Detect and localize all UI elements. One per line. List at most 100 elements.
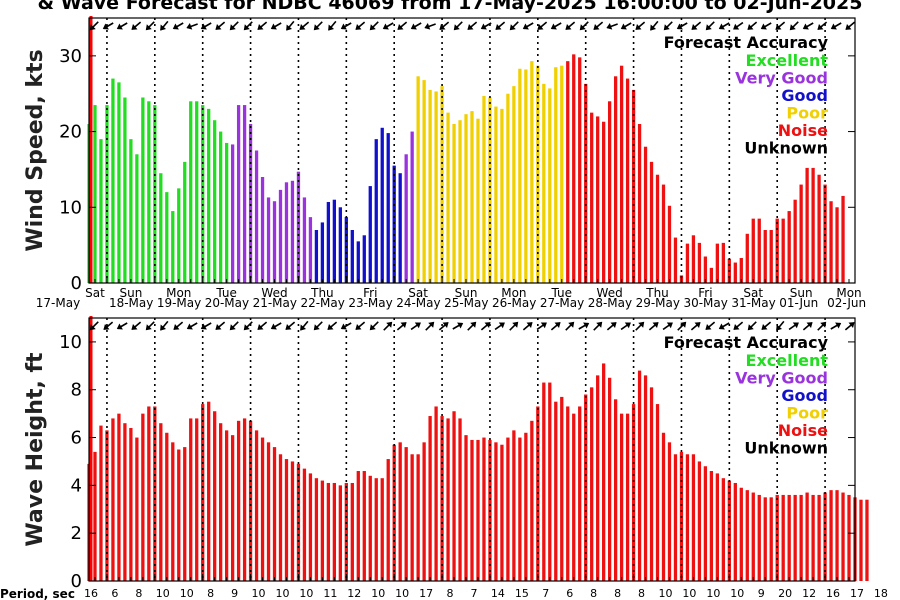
wind-bar: [207, 108, 211, 283]
day-of-week-label: Fri: [698, 286, 712, 300]
y-tick-label: 6: [71, 428, 82, 449]
direction-arrow: [747, 21, 758, 30]
direction-arrow: [606, 322, 617, 331]
date-label: 02-Jun: [827, 296, 866, 310]
direction-arrow: [761, 321, 772, 330]
direction-arrow: [160, 20, 169, 31]
wind-bar: [584, 83, 588, 284]
wind-bar: [195, 101, 199, 283]
direction-arrow: [285, 321, 296, 330]
wave-bar: [769, 497, 773, 581]
direction-arrow: [300, 320, 309, 331]
direction-arrow: [116, 322, 128, 330]
wave-bar: [374, 478, 378, 581]
wind-bar: [793, 199, 797, 283]
wave-bar: [320, 480, 325, 581]
wave-bar: [518, 437, 522, 581]
wind-bar: [745, 233, 749, 283]
date-label: 26-May: [492, 296, 536, 310]
direction-arrow: [145, 321, 155, 331]
wave-bar: [841, 492, 845, 581]
direction-arrow: [396, 322, 407, 331]
wind-bar: [805, 167, 809, 283]
direction-arrow: [620, 22, 632, 30]
direction-arrow: [789, 21, 799, 31]
wave-bar: [392, 444, 396, 581]
period-value: 10: [706, 587, 720, 600]
wave-bar: [500, 444, 504, 581]
wind-speed-panel: 0 10 20 30 Wind Speed, kts Forecast AccuracyE…: [23, 16, 856, 294]
direction-arrow: [438, 322, 449, 331]
period-value: 17: [850, 587, 864, 600]
y-tick-label: 30: [59, 46, 82, 67]
wind-bar: [219, 131, 223, 283]
direction-arrow: [89, 321, 99, 331]
wind-bar: [302, 197, 307, 283]
direction-arrow: [844, 322, 855, 331]
direction-arrow: [480, 22, 492, 30]
day-of-week-label: Sun: [790, 286, 813, 300]
wave-bar: [470, 439, 474, 581]
wave-bar: [727, 480, 731, 581]
wave-bar: [171, 442, 175, 581]
direction-arrow: [579, 21, 589, 31]
direction-arrow: [424, 23, 436, 30]
direction-arrow: [522, 22, 534, 30]
direction-arrow: [650, 20, 659, 31]
wind-bar: [697, 242, 702, 283]
wind-bar: [625, 78, 630, 283]
y-tick-label: 0: [71, 571, 82, 592]
period-value: 16: [826, 587, 840, 600]
period-value: 20: [778, 587, 792, 600]
period-value: 10: [371, 587, 385, 600]
wind-bar: [763, 230, 767, 283]
date-label: 01-Jun: [779, 296, 818, 310]
wave-bar: [745, 490, 749, 581]
direction-arrow: [830, 22, 842, 30]
direction-arrow: [425, 321, 435, 331]
direction-arrow: [340, 22, 352, 30]
wind-bar: [691, 235, 696, 283]
direction-arrow: [186, 322, 198, 330]
wind-bar: [530, 61, 534, 283]
direction-arrow: [89, 21, 99, 31]
wind-bar: [566, 61, 570, 283]
direction-arrow: [718, 322, 730, 330]
wind-bar: [590, 112, 594, 283]
legend-item: Good: [781, 86, 828, 105]
wave-bar: [117, 413, 121, 581]
wind-bar: [380, 127, 384, 283]
wind-bar: [129, 139, 133, 283]
direction-arrow: [663, 21, 673, 31]
direction-arrow: [452, 322, 464, 330]
wave-bar: [458, 418, 462, 581]
wind-bar: [410, 131, 414, 283]
wind-bar: [757, 218, 761, 283]
wave-bar: [260, 437, 265, 581]
direction-arrow: [718, 22, 730, 30]
period-value: 16: [84, 587, 98, 600]
date-label: 24-May: [396, 296, 440, 310]
wind-bar: [105, 105, 109, 283]
wave-bar: [715, 473, 719, 581]
period-value: 8: [447, 587, 454, 600]
wind-bar: [524, 69, 528, 284]
period-value: 10: [730, 587, 744, 600]
direction-arrow: [536, 322, 547, 331]
wind-bar: [416, 76, 420, 283]
direction-arrow: [355, 21, 366, 30]
wave-bar: [219, 423, 223, 581]
wave-bar: [733, 482, 737, 581]
day-of-week-label: Tue: [215, 286, 237, 300]
wind-bar: [177, 188, 181, 283]
wind-bar: [470, 111, 474, 283]
period-value: 15: [515, 587, 529, 600]
period-value: 7: [542, 587, 549, 600]
direction-arrow: [565, 21, 576, 30]
wind-bar: [661, 184, 666, 283]
wind-bar: [488, 97, 492, 283]
wind-bar: [476, 118, 480, 283]
direction-arrow: [480, 322, 491, 331]
wind-bar: [224, 142, 229, 283]
